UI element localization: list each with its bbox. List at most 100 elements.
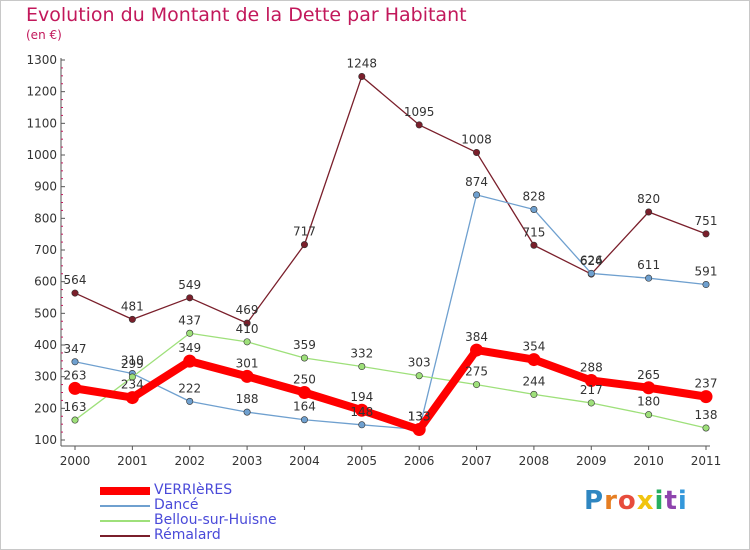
data-label: 410	[236, 322, 259, 336]
data-point	[243, 408, 251, 416]
series-verri-res	[68, 343, 713, 437]
data-label: 828	[522, 189, 545, 203]
data-point	[415, 372, 423, 380]
data-label: 164	[293, 400, 316, 414]
legend-swatch	[100, 487, 150, 495]
data-label: 234	[121, 378, 144, 392]
data-point	[645, 411, 653, 419]
data-label: 751	[695, 214, 718, 228]
x-tick-label: 2007	[461, 454, 492, 468]
data-label: 1008	[461, 132, 492, 146]
data-point	[128, 315, 136, 323]
data-point	[699, 390, 713, 404]
data-point	[183, 354, 197, 368]
y-tick-label: 1200	[26, 85, 57, 99]
data-point	[243, 338, 251, 346]
data-label: 133	[408, 410, 431, 424]
data-label: 303	[408, 356, 431, 370]
logo-letter: r	[604, 486, 618, 516]
data-label: 359	[293, 338, 316, 352]
data-label: 626	[580, 253, 603, 267]
data-label: 301	[236, 356, 259, 370]
y-tick-label: 300	[34, 370, 57, 384]
data-label: 1095	[404, 105, 435, 119]
data-label: 148	[350, 405, 373, 419]
y-tick-label: 1300	[26, 53, 57, 67]
data-point	[530, 390, 538, 398]
data-label: 624	[580, 254, 603, 268]
series-line	[74, 332, 707, 429]
data-point	[186, 294, 194, 302]
axes: 100 200 300 400 500 600 700 800 900 1000 1100 1200 1…	[26, 53, 721, 468]
x-tick-label: 2000	[60, 454, 91, 468]
data-point	[470, 343, 484, 357]
data-label: 591	[695, 265, 718, 279]
legend-swatch	[100, 535, 150, 537]
data-label: 715	[522, 225, 545, 239]
logo-letter: t	[664, 486, 678, 516]
data-point	[645, 274, 653, 282]
legend-swatch	[100, 520, 150, 522]
x-tick-label: 2004	[289, 454, 320, 468]
data-label: 133	[408, 410, 431, 424]
data-label: 549	[178, 278, 201, 292]
data-point	[300, 416, 308, 424]
data-point	[702, 424, 710, 432]
data-label: 244	[522, 374, 545, 388]
data-label: 1248	[347, 56, 378, 70]
y-tick-label: 900	[34, 180, 57, 194]
data-label: 180	[637, 395, 660, 409]
data-labels: 564 481 549 469 717 1248 1095 1008 715 624 820 751 3…	[64, 56, 718, 423]
data-label: 384	[465, 330, 488, 344]
data-point	[645, 208, 653, 216]
data-point	[297, 386, 311, 399]
data-point	[702, 230, 710, 238]
series-bellou-sur-huisne	[71, 329, 710, 432]
data-point	[358, 421, 366, 429]
legend-label: VERRIèRES	[154, 482, 233, 498]
y-tick-label: 1100	[26, 116, 57, 130]
x-tick-label: 2009	[576, 454, 607, 468]
data-label: 138	[695, 408, 718, 422]
data-label: 263	[64, 368, 87, 382]
data-point	[587, 399, 595, 407]
data-label: 275	[465, 365, 488, 379]
y-tick-label: 100	[34, 433, 57, 447]
data-label: 820	[637, 192, 660, 206]
data-label: 481	[121, 299, 144, 313]
chart-title: Evolution du Montant de la Dette par Hab…	[26, 4, 467, 26]
data-label: 349	[178, 341, 201, 355]
data-label: 717	[293, 225, 316, 239]
proxiti-logo: Proxiti	[584, 486, 688, 516]
logo-letter: o	[617, 486, 637, 516]
data-point	[584, 373, 598, 387]
data-point	[415, 121, 423, 129]
data-point	[300, 241, 308, 249]
series-danc-	[71, 191, 710, 434]
y-tick-label: 500	[34, 306, 57, 320]
data-label: 265	[637, 368, 660, 382]
data-point	[71, 416, 79, 424]
data-point	[530, 205, 538, 213]
data-point	[68, 381, 82, 395]
data-point	[587, 269, 595, 277]
x-tick-label: 2002	[174, 454, 205, 468]
y-tick-label: 400	[34, 338, 57, 352]
data-label: 469	[236, 303, 259, 317]
legend-swatch	[100, 505, 150, 507]
series-r-malard	[71, 72, 710, 327]
chart-subtitle: (en €)	[26, 28, 62, 42]
data-point	[243, 319, 251, 327]
legend-label: Rémalard	[154, 527, 221, 543]
data-label: 874	[465, 175, 488, 189]
data-label: 299	[121, 357, 144, 371]
data-point	[358, 363, 366, 371]
data-point	[355, 403, 369, 417]
x-tick-label: 2003	[232, 454, 263, 468]
data-label: 237	[695, 377, 718, 391]
data-point	[702, 281, 710, 289]
y-tick-label: 700	[34, 243, 57, 257]
data-point	[300, 354, 308, 362]
data-label: 310	[121, 354, 144, 368]
